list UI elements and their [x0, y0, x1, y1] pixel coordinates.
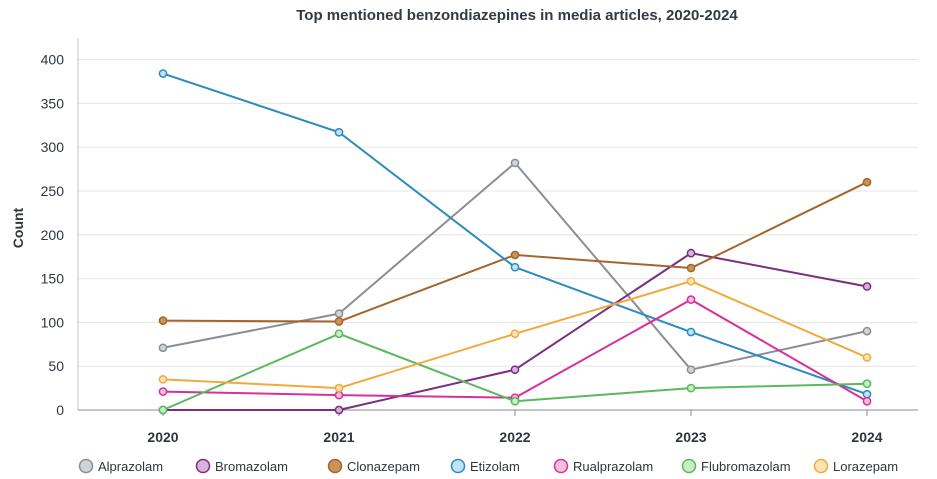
legend-item[interactable]: Bromazolam	[195, 458, 288, 474]
legend-item[interactable]: Lorazepam	[813, 458, 899, 474]
y-axis-title: Count	[10, 207, 26, 248]
data-point[interactable]	[510, 329, 520, 339]
data-point[interactable]	[158, 316, 168, 325]
gridlines	[78, 59, 918, 367]
data-point[interactable]	[686, 327, 696, 337]
data-point[interactable]	[334, 317, 344, 326]
data-point[interactable]	[510, 250, 520, 260]
data-point[interactable]	[686, 248, 696, 258]
data-point[interactable]	[158, 387, 168, 396]
legend-swatch	[681, 458, 697, 474]
legend-item[interactable]: Flubromazolam	[681, 458, 791, 474]
legend-label: Alprazolam	[98, 459, 163, 474]
series-etizolam	[158, 69, 872, 399]
data-point[interactable]	[334, 405, 344, 415]
series-lorazepam	[158, 276, 872, 393]
data-point[interactable]	[862, 177, 872, 187]
data-point[interactable]	[686, 383, 696, 393]
series-flubromazolam	[158, 329, 872, 415]
y-tick-label: 300	[41, 139, 65, 155]
data-point[interactable]	[510, 262, 520, 272]
data-point[interactable]	[686, 263, 696, 273]
data-point[interactable]	[862, 379, 872, 389]
data-point[interactable]	[862, 326, 872, 336]
data-point[interactable]	[334, 127, 344, 137]
legend-item[interactable]: Alprazolam	[78, 458, 164, 474]
y-tick-label: 50	[48, 358, 64, 374]
legend-swatch	[813, 458, 829, 474]
y-tick-label: 250	[41, 183, 65, 199]
legend-swatch	[195, 458, 211, 474]
data-point[interactable]	[510, 365, 520, 375]
y-tick-label: 350	[41, 95, 65, 111]
legend-item[interactable]: Rualprazolam	[553, 458, 654, 474]
data-point[interactable]	[334, 390, 344, 400]
legend-swatch	[327, 458, 343, 474]
data-point[interactable]	[686, 276, 696, 286]
legend-label: Lorazepam	[833, 459, 898, 474]
data-point[interactable]	[862, 396, 872, 406]
data-point[interactable]	[334, 309, 344, 318]
legend-swatch	[78, 458, 94, 474]
x-tick-label: 2022	[499, 429, 530, 445]
data-point[interactable]	[510, 396, 520, 406]
series-clonazepam	[158, 177, 872, 326]
legend-label: Clonazepam	[347, 459, 420, 474]
data-point[interactable]	[862, 353, 872, 362]
data-point[interactable]	[158, 69, 168, 78]
y-tick-label: 150	[41, 271, 65, 287]
x-tick-label: 2023	[675, 429, 706, 445]
data-point[interactable]	[510, 158, 520, 168]
legend-item[interactable]: Etizolam	[450, 458, 520, 474]
data-point[interactable]	[686, 295, 696, 304]
series-lines	[158, 69, 872, 415]
legend-swatch	[553, 458, 569, 474]
data-point[interactable]	[334, 383, 344, 393]
y-tick-label: 100	[41, 314, 65, 330]
legend-label: Flubromazolam	[701, 459, 791, 474]
legend: Alprazolam Bromazolam Clonazepam Etizolam Ru…	[78, 458, 899, 474]
legend-swatch	[450, 458, 466, 474]
data-point[interactable]	[158, 374, 168, 384]
chart-title: Top mentioned benzondiazepines in media …	[296, 7, 738, 24]
data-point[interactable]	[686, 365, 696, 375]
x-tick-label: 2021	[323, 429, 354, 445]
data-point[interactable]	[158, 343, 168, 353]
x-tick-label: 2024	[851, 429, 882, 445]
data-point[interactable]	[862, 282, 872, 291]
legend-item[interactable]: Clonazepam	[327, 458, 421, 474]
y-tick-label: 400	[41, 52, 65, 68]
data-point[interactable]	[334, 329, 344, 339]
y-tick-label: 0	[56, 402, 64, 418]
legend-label: Etizolam	[470, 459, 520, 474]
legend-label: Rualprazolam	[573, 459, 653, 474]
legend-label: Bromazolam	[215, 459, 288, 474]
axes: 0 50 100 150 200 250 300 350 400 2020 2021 2022 2023…	[41, 38, 918, 445]
y-tick-label: 200	[41, 227, 65, 243]
data-point[interactable]	[158, 405, 168, 415]
data-point[interactable]	[862, 389, 872, 399]
series-alprazolam	[158, 158, 872, 375]
x-tick-label: 2020	[147, 429, 178, 445]
